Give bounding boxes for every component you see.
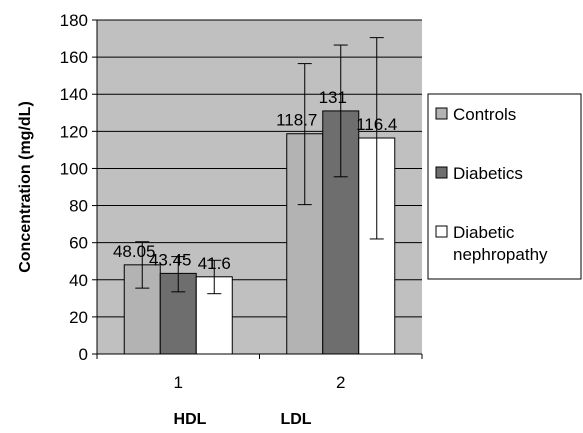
y-tick-label: 80 (69, 197, 88, 216)
legend-box (427, 93, 582, 280)
y-tick-label: 0 (79, 345, 88, 364)
y-tick-label: 40 (69, 271, 88, 290)
x-tick-label: 2 (336, 373, 345, 392)
data-label: 43.45 (149, 250, 192, 269)
error-bars (135, 37, 384, 295)
y-tick-label: 140 (60, 85, 88, 104)
y-axis-title: Concentration (mg/dL) (17, 101, 34, 273)
legend-swatch (435, 107, 448, 120)
y-tick-label: 20 (69, 308, 88, 327)
legend-swatch (435, 166, 448, 179)
legend-swatch (435, 225, 448, 238)
data-label: 41.6 (198, 254, 231, 273)
legend-label: nephropathy (453, 245, 548, 264)
y-tick-label: 60 (69, 234, 88, 253)
legend-label: Diabetic (453, 223, 515, 242)
group-label: HDL (174, 411, 207, 428)
data-label: 48.05 (113, 242, 156, 261)
y-tick-label: 180 (60, 11, 88, 30)
y-tick-label: 160 (60, 48, 88, 67)
legend: Controls Diabetics Diabetic nephropathy (427, 93, 582, 280)
y-tick-label: 100 (60, 159, 88, 178)
y-axis-ticks: 0 20 40 60 80 100 120 140 160 180 (60, 11, 97, 364)
group-labels: HDL LDL (174, 411, 312, 428)
legend-label: Diabetics (453, 164, 523, 183)
legend-label: Controls (453, 105, 516, 124)
data-label: 118.7 (276, 111, 317, 130)
y-tick-label: 120 (60, 122, 88, 141)
data-label: 116.4 (356, 115, 397, 134)
data-label: 131 (319, 88, 347, 107)
x-tick-label: 1 (174, 373, 183, 392)
group-label: LDL (280, 411, 311, 428)
